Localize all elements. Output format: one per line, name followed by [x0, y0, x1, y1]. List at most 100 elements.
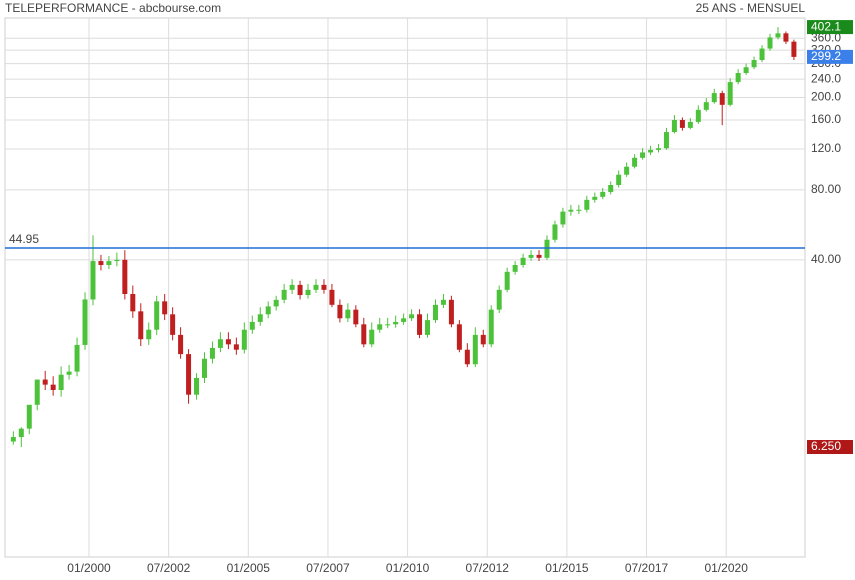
candle-body — [695, 109, 701, 122]
candle-body — [114, 259, 120, 262]
candle-body — [767, 37, 773, 49]
candle-body — [42, 379, 48, 385]
candle-body — [329, 289, 335, 305]
candle-body — [536, 254, 542, 258]
candle-body — [727, 82, 733, 105]
y-tick-label: 240.0 — [811, 71, 841, 85]
x-tick-label: 07/2017 — [625, 561, 669, 575]
candle-body — [759, 48, 765, 61]
y-tick-label: 160.0 — [811, 112, 841, 126]
candle-body — [640, 152, 646, 158]
candle-body — [552, 224, 558, 240]
candle-body — [440, 299, 446, 305]
candle-body — [154, 301, 160, 330]
candle-body — [297, 284, 303, 296]
price-label-box — [807, 49, 853, 64]
price-label-box — [807, 20, 853, 35]
price-label: 6.250 — [811, 439, 841, 453]
candle-body — [751, 60, 757, 68]
candle-body — [90, 261, 96, 300]
candle-body — [146, 329, 152, 340]
candle-body — [249, 321, 255, 330]
candle-body — [409, 314, 415, 319]
candle-body — [194, 377, 200, 395]
candle-body — [361, 324, 367, 345]
x-tick-label: 01/2015 — [545, 561, 589, 575]
candle-body — [10, 437, 16, 442]
price-label: 402.1 — [811, 19, 841, 33]
candle-body — [178, 334, 184, 355]
candle-body — [233, 344, 239, 350]
candle-body — [719, 93, 725, 105]
candle-body — [122, 259, 128, 294]
candle-body — [775, 33, 781, 38]
candle-body — [528, 254, 534, 258]
candle-body — [170, 314, 176, 335]
candle-body — [448, 299, 454, 325]
candle-body — [624, 166, 630, 175]
candle-body — [34, 379, 40, 405]
candle-body — [66, 371, 72, 375]
candle-body — [58, 374, 64, 391]
candle-body — [305, 289, 311, 296]
candle-body — [106, 261, 112, 265]
candle-body — [369, 329, 375, 345]
candle-body — [401, 318, 407, 322]
candle-body — [241, 329, 247, 350]
candle-body — [743, 67, 749, 74]
candle-body — [82, 299, 88, 345]
candle-body — [687, 121, 693, 128]
candle-body — [560, 211, 566, 225]
candle-body — [385, 324, 391, 326]
candle-body — [18, 428, 24, 438]
candle-body — [289, 284, 295, 290]
candle-body — [273, 299, 279, 307]
x-tick-label: 01/2020 — [705, 561, 749, 575]
candle-body — [663, 132, 669, 149]
candle-body — [783, 33, 789, 42]
x-tick-label: 01/2010 — [386, 561, 430, 575]
candle-body — [488, 309, 494, 345]
candle-body — [265, 306, 271, 315]
candle-body — [584, 199, 590, 210]
candle-body — [393, 321, 399, 325]
candle-body — [648, 149, 654, 153]
candle-body — [281, 289, 287, 300]
candle-body — [703, 102, 709, 110]
candle-body — [313, 284, 319, 290]
candle-body — [568, 209, 574, 212]
candle-body — [209, 347, 215, 359]
price-label-box — [807, 440, 853, 455]
candle-body — [26, 404, 32, 429]
candle-body — [671, 120, 677, 133]
candle-body — [608, 184, 614, 192]
reference-label: 44.95 — [9, 232, 39, 246]
candle-body — [576, 209, 582, 211]
candle-body — [711, 93, 717, 103]
candle-body — [679, 120, 685, 128]
x-tick-label: 07/2002 — [147, 561, 191, 575]
y-tick-label: 120.0 — [811, 141, 841, 155]
candle-body — [217, 339, 223, 348]
candle-body — [504, 271, 510, 290]
candle-body — [225, 339, 231, 345]
y-tick-label: 80.00 — [811, 182, 841, 196]
candle-body — [456, 324, 462, 350]
candle-body — [98, 261, 104, 265]
candle-body — [201, 358, 207, 378]
candle-body — [655, 148, 661, 150]
candle-body — [592, 196, 598, 200]
x-tick-label: 07/2012 — [466, 561, 510, 575]
candle-body — [520, 257, 526, 265]
candle-body — [735, 73, 741, 83]
candle-body — [417, 314, 423, 335]
candle-body — [353, 309, 359, 325]
y-tick-label: 40.00 — [811, 252, 841, 266]
candle-body — [130, 293, 136, 312]
price-label: 299.2 — [811, 49, 841, 63]
candle-body — [432, 304, 438, 321]
candle-body — [496, 289, 502, 310]
candle-body — [425, 320, 431, 335]
candle-body — [345, 309, 351, 319]
